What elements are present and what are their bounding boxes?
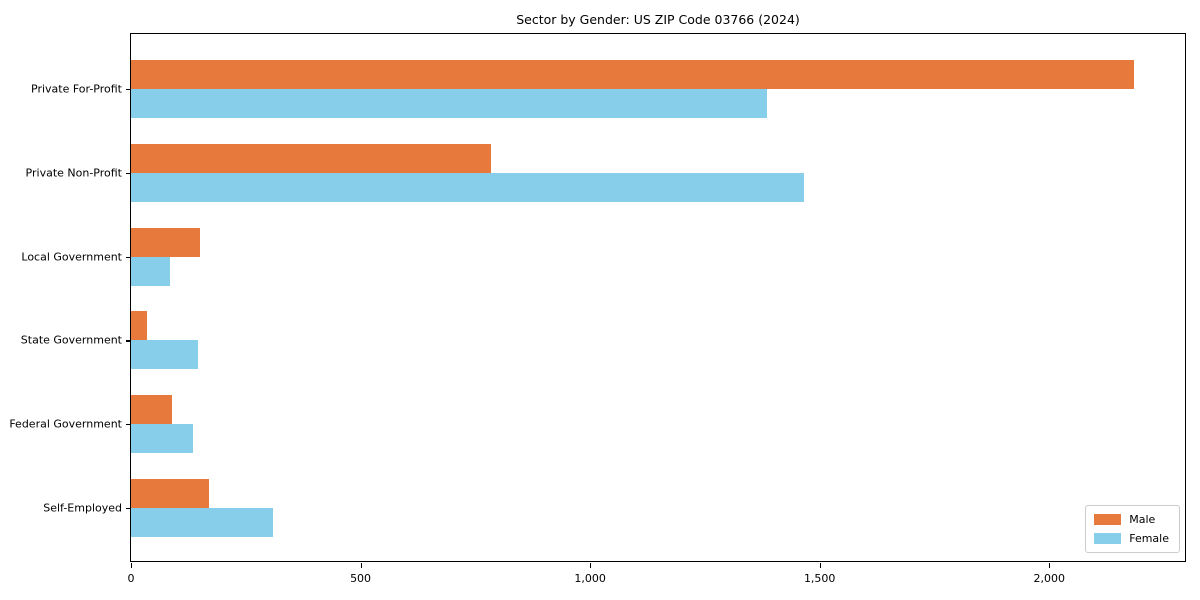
x-axis-tick-label: 0 bbox=[127, 572, 135, 585]
female-bar bbox=[131, 424, 193, 454]
male-swatch-icon bbox=[1094, 514, 1122, 525]
male-bar bbox=[131, 143, 492, 173]
y-axis-label: Local Government bbox=[21, 250, 122, 264]
x-axis-tick-label: 500 bbox=[350, 572, 372, 585]
legend-entry-female: Female bbox=[1094, 532, 1169, 545]
legend-entry-male: Male bbox=[1094, 513, 1169, 526]
y-axis-tick bbox=[126, 172, 131, 174]
y-axis-tick bbox=[126, 340, 131, 342]
y-axis-label: State Government bbox=[20, 333, 122, 347]
x-axis-tick bbox=[360, 563, 362, 568]
x-axis-tick-label: 1,500 bbox=[803, 572, 836, 585]
female-swatch-icon bbox=[1094, 533, 1122, 544]
y-axis-tick bbox=[126, 89, 131, 91]
x-axis-tick-label: 2,000 bbox=[1033, 572, 1066, 585]
male-bar bbox=[131, 311, 148, 341]
female-bar bbox=[131, 256, 171, 286]
chart-title: Sector by Gender: US ZIP Code 03766 (202… bbox=[516, 12, 800, 27]
x-axis-tick bbox=[131, 563, 133, 568]
plot-area: Male Female Private For-Profit Private No… bbox=[9, 33, 1186, 585]
x-axis-tick bbox=[819, 563, 821, 568]
y-axis-label: Federal Government bbox=[9, 417, 122, 431]
legend: Male Female bbox=[1085, 505, 1180, 553]
female-bar bbox=[131, 172, 804, 202]
x-axis-tick-label: 1,000 bbox=[574, 572, 606, 585]
male-bar bbox=[131, 227, 200, 257]
y-axis-label: Private For-Profit bbox=[31, 82, 122, 96]
legend-female-label: Female bbox=[1129, 532, 1169, 545]
female-bar bbox=[131, 508, 274, 537]
legend-male-label: Male bbox=[1129, 513, 1156, 526]
female-bar bbox=[131, 340, 198, 370]
y-axis-label: Private Non-Profit bbox=[25, 166, 122, 180]
y-axis-tick bbox=[126, 424, 131, 426]
female-bar bbox=[131, 89, 767, 118]
x-axis-tick bbox=[1049, 563, 1051, 568]
male-bar bbox=[131, 479, 210, 508]
x-axis-tick bbox=[590, 563, 592, 568]
y-axis-tick bbox=[126, 508, 131, 510]
y-axis-label: Self-Employed bbox=[43, 501, 122, 515]
male-bar bbox=[131, 60, 1135, 89]
y-axis-tick bbox=[126, 256, 131, 258]
male-bar bbox=[131, 395, 173, 425]
